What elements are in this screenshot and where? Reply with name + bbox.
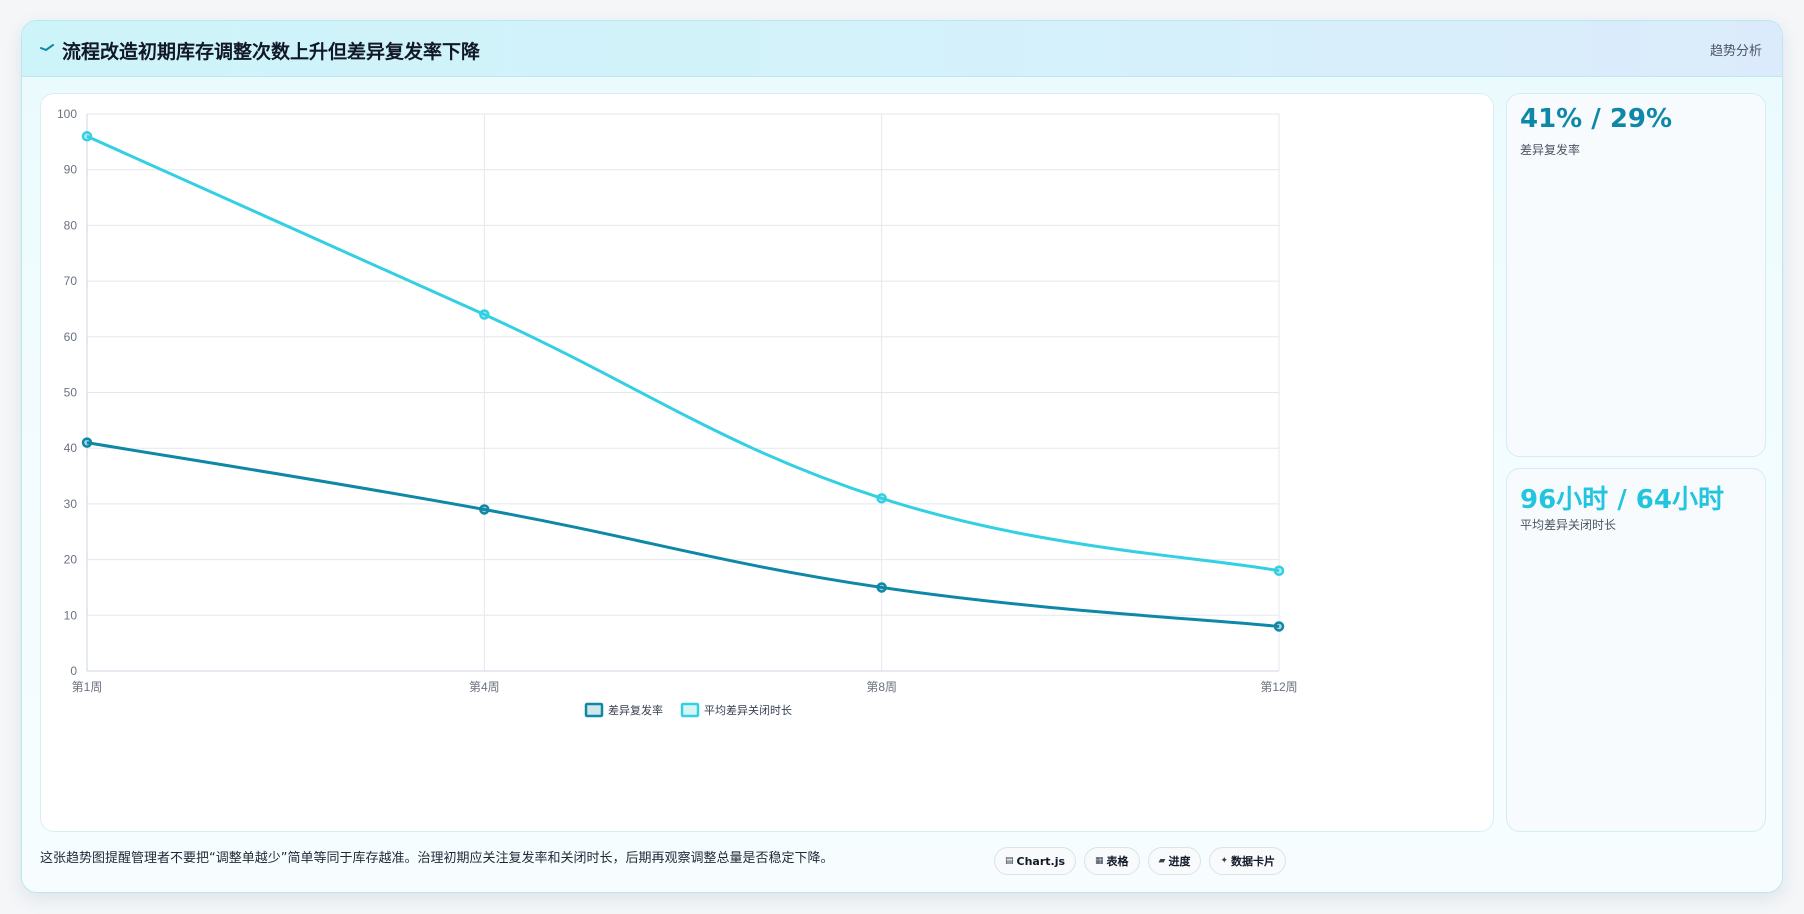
y-tick-label: 0	[70, 664, 77, 678]
chip-label: 数据卡片	[1231, 855, 1276, 868]
data-point[interactable]	[876, 582, 887, 593]
chip-table[interactable]: ▦ 表格	[1084, 847, 1140, 875]
y-tick-label: 90	[64, 163, 78, 177]
x-tick-label: 第1周	[72, 680, 103, 694]
x-tick-label: 第12周	[1260, 680, 1297, 694]
y-tick-label: 80	[64, 218, 78, 232]
chip-chartjs[interactable]: ▤ Chart.js	[994, 847, 1077, 875]
chip-label: Chart.js	[1016, 854, 1066, 868]
y-tick-label: 50	[64, 386, 78, 400]
legend-swatch	[680, 702, 700, 718]
line-chart: 0 10 20 30 40 50 60 70 80 90 100 第1周 第4周 第8周 第12周 差异复发…	[57, 107, 1298, 718]
kpi-value: 41% / 29%	[1520, 104, 1673, 134]
page-title: 流程改造初期库存调整次数上升但差异复发率下降	[62, 41, 481, 63]
trend-icon	[40, 44, 54, 52]
data-point[interactable]	[81, 437, 93, 448]
progress-icon: ▰	[1158, 856, 1166, 866]
x-tick-label: 第4周	[469, 680, 500, 694]
y-tick-label: 70	[64, 274, 78, 288]
chip-progress[interactable]: ▰ 进度	[1147, 847, 1202, 875]
legend-item-1[interactable]: 平均差异关闭时长	[680, 702, 792, 718]
chip-data-card[interactable]: ✦ 数据卡片	[1209, 847, 1287, 875]
x-tick-label: 第8周	[866, 680, 897, 694]
y-tick-label: 100	[57, 107, 77, 121]
table-icon: ▦	[1095, 856, 1104, 866]
data-point[interactable]	[479, 309, 490, 320]
y-tick-label: 60	[64, 330, 78, 344]
kpi-card-close-time: 96小时 / 64小时 平均差异关闭时长	[1506, 468, 1766, 832]
legend-swatch	[584, 702, 604, 718]
chart-panel: 0 10 20 30 40 50 60 70 80 90 100 第1周 第4周 第8周 第12周 差异复发…	[40, 93, 1494, 832]
series-line-0	[86, 441, 1280, 628]
data-point[interactable]	[81, 131, 93, 142]
card-header: 流程改造初期库存调整次数上升但差异复发率下降 趋势分析	[22, 21, 1782, 77]
data-point[interactable]	[1273, 565, 1285, 576]
kpi-card-recurrence: 41% / 29% 差异复发率	[1506, 93, 1766, 457]
legend-item-0[interactable]: 差异复发率	[584, 702, 663, 718]
chart-icon: ▤	[1005, 856, 1014, 866]
series-line-1	[86, 134, 1280, 573]
y-tick-label: 30	[64, 497, 78, 511]
data-point[interactable]	[1273, 621, 1285, 632]
y-tick-label: 10	[64, 608, 78, 622]
chip-label: 表格	[1106, 855, 1129, 868]
footer-note: 这张趋势图提醒管理者不要把“调整单越少”简单等同于库存越准。治理初期应关注复发率…	[40, 851, 834, 866]
kpi-label: 差异复发率	[1520, 143, 1581, 157]
card-icon: ✦	[1220, 856, 1229, 866]
data-point[interactable]	[876, 493, 887, 504]
legend-label: 差异复发率	[608, 703, 663, 717]
data-point[interactable]	[479, 504, 490, 515]
y-tick-label: 20	[64, 553, 78, 567]
header-tag: 趋势分析	[1709, 44, 1762, 59]
kpi-label: 平均差异关闭时长	[1520, 518, 1617, 532]
chip-bar: ▤ Chart.js ▦ 表格 ▰ 进度 ✦ 数据卡片	[994, 847, 1287, 875]
kpi-value: 96小时 / 64小时	[1520, 485, 1724, 515]
chip-label: 进度	[1168, 855, 1191, 868]
legend-label: 平均差异关闭时长	[704, 703, 792, 717]
y-tick-label: 40	[64, 441, 78, 455]
dashboard-card: 流程改造初期库存调整次数上升但差异复发率下降 趋势分析 0 10 20 30 40 50 6…	[21, 20, 1783, 893]
